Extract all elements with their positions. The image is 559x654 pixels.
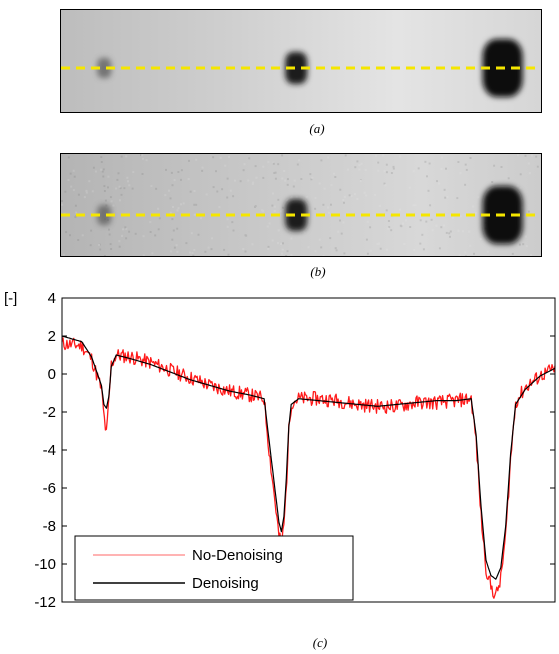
defect-spot-1 <box>97 205 112 225</box>
y-tick-label: 0 <box>48 366 56 383</box>
legend-box <box>74 535 354 601</box>
caption-c: (c) <box>312 635 328 650</box>
y-tick-label: -10 <box>34 556 56 573</box>
y-tick-label: -2 <box>43 404 56 421</box>
legend-label-no-denoising: No-Denoising <box>192 547 283 564</box>
image-panel-b <box>60 153 542 257</box>
image-noise <box>61 154 539 256</box>
y-tick-label: 4 <box>48 290 56 307</box>
y-tick-label: -8 <box>43 518 56 535</box>
plot-frame <box>61 297 556 603</box>
defect-spot-2 <box>285 52 308 84</box>
defect-spot-1 <box>97 58 112 78</box>
y-tick-label: -12 <box>34 594 56 611</box>
series-line-denoising <box>61 335 556 580</box>
caption-b: (b) <box>310 264 326 279</box>
caption-a: (a) <box>309 121 325 136</box>
profile-line-chart: 4 2 0 -2 -4 -6 -8 -10 -12 [-] No-Denoising Denoisin… <box>4 290 556 611</box>
y-tick-label: 2 <box>48 328 56 345</box>
y-tick-label: -6 <box>43 480 56 497</box>
defect-spot-2 <box>285 199 308 231</box>
y-tick-label: -4 <box>43 442 56 459</box>
y-axis-unit-label: [-] <box>4 290 17 307</box>
image-panel-a <box>60 9 542 113</box>
legend-label-denoising: Denoising <box>192 575 259 592</box>
